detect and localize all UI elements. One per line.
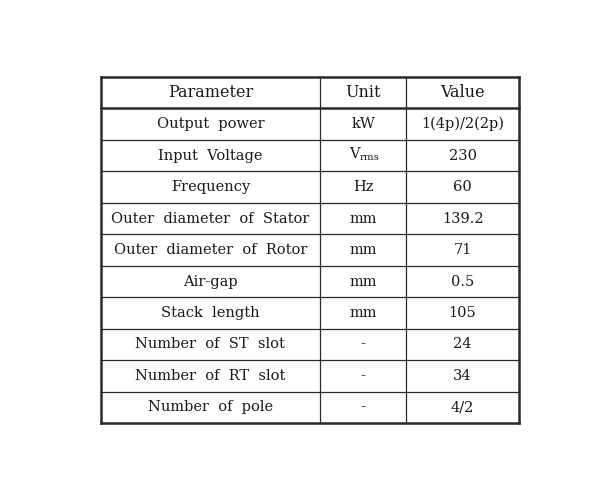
Text: Number  of  pole: Number of pole (148, 401, 273, 414)
Text: 71: 71 (454, 243, 472, 257)
Text: Parameter: Parameter (168, 84, 253, 101)
Text: mm: mm (349, 243, 377, 257)
Text: mm: mm (349, 212, 377, 226)
Text: Output  power: Output power (157, 117, 264, 131)
Text: 60: 60 (453, 180, 472, 194)
Text: 24: 24 (454, 337, 472, 351)
Text: kW: kW (351, 117, 375, 131)
Text: Value: Value (440, 84, 485, 101)
Text: Outer  diameter  of  Stator: Outer diameter of Stator (111, 212, 310, 226)
Text: -: - (361, 337, 365, 351)
Text: 4/2: 4/2 (451, 401, 474, 414)
Text: Unit: Unit (346, 84, 381, 101)
Text: Outer  diameter  of  Rotor: Outer diameter of Rotor (114, 243, 307, 257)
Text: Input  Voltage: Input Voltage (158, 149, 263, 163)
Text: -: - (361, 401, 365, 414)
Text: -: - (361, 369, 365, 383)
Text: Stack  length: Stack length (161, 306, 260, 320)
Text: Number  of  RT  slot: Number of RT slot (135, 369, 286, 383)
Text: 230: 230 (449, 149, 476, 163)
Text: Hz: Hz (353, 180, 373, 194)
Text: rms: rms (360, 154, 380, 163)
Text: Air-gap: Air-gap (183, 274, 238, 289)
Text: mm: mm (349, 274, 377, 289)
Text: Number  of  ST  slot: Number of ST slot (136, 337, 286, 351)
Text: 0.5: 0.5 (451, 274, 474, 289)
Text: V: V (350, 148, 360, 162)
Text: 1(4p)/2(2p): 1(4p)/2(2p) (421, 117, 504, 131)
Text: 34: 34 (453, 369, 472, 383)
Text: 139.2: 139.2 (442, 212, 484, 226)
Text: Frequency: Frequency (171, 180, 250, 194)
Text: 105: 105 (449, 306, 476, 320)
Text: mm: mm (349, 306, 377, 320)
